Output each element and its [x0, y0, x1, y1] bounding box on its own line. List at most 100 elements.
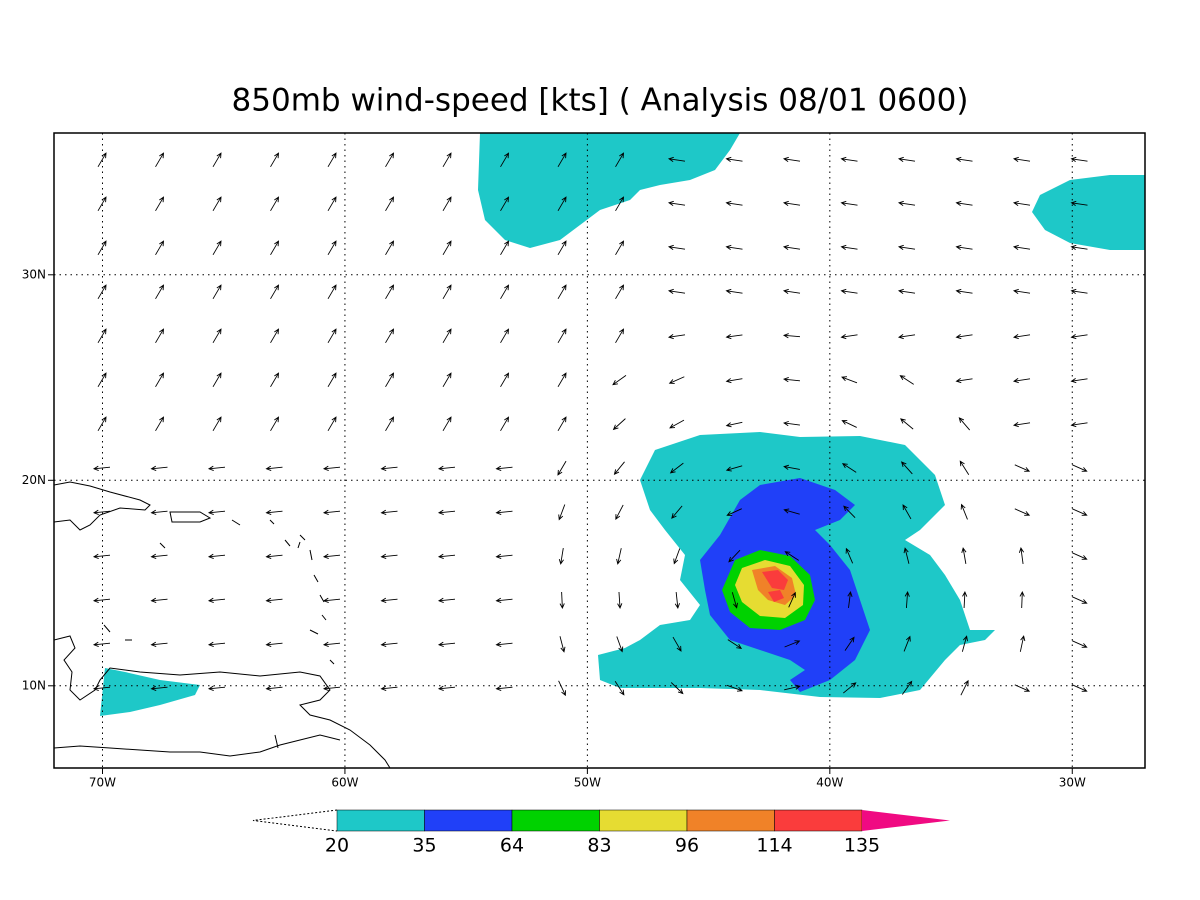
- wind-arrow: [442, 284, 452, 300]
- colorbar-under: [252, 809, 338, 832]
- wind-arrow: [897, 156, 916, 162]
- wind-arrow: [841, 463, 857, 473]
- wind-arrow: [380, 641, 398, 647]
- y-tick-label: 10N: [22, 678, 46, 692]
- wind-arrow: [155, 240, 165, 256]
- wind-arrow: [1072, 684, 1088, 692]
- wind-arrow: [557, 416, 567, 432]
- wind-arrow: [495, 509, 513, 515]
- wind-arrow: [265, 465, 283, 471]
- wind-arrow: [385, 240, 395, 256]
- wind-arrow: [612, 374, 627, 386]
- wind-arrow: [1070, 378, 1088, 384]
- wind-arrow: [962, 590, 968, 609]
- wind-arrow: [327, 416, 337, 432]
- map-title: 850mb wind-speed [kts] ( Analysis 08/01 …: [232, 83, 969, 119]
- wind-arrow: [92, 509, 111, 515]
- wind-arrow: [558, 548, 564, 565]
- wind-arrow: [726, 508, 742, 516]
- wind-arrow: [207, 597, 226, 603]
- wind-arrow: [840, 244, 858, 250]
- wind-arrow: [322, 597, 341, 603]
- wind-arrow: [1012, 334, 1031, 340]
- wind-arrow: [207, 553, 226, 559]
- x-tick-label: 50W: [574, 776, 601, 790]
- wind-arrow: [437, 509, 456, 515]
- wind-arrow: [212, 372, 222, 388]
- wind-arrow: [897, 334, 916, 340]
- wind-arrow: [212, 284, 222, 300]
- y-tick-label: 20N: [22, 473, 46, 487]
- wind-arrow: [442, 328, 452, 344]
- wind-arrow: [728, 549, 741, 563]
- wind-arrow: [557, 284, 567, 300]
- wind-arrow: [270, 196, 280, 212]
- wind-arrow: [613, 461, 625, 476]
- wind-arrow: [1070, 288, 1088, 294]
- colorbar-segment: [686, 809, 775, 832]
- wind-arrow: [1012, 200, 1031, 206]
- wind-arrow: [616, 636, 624, 653]
- wind-arrow: [270, 328, 280, 344]
- wind-arrow: [380, 465, 398, 471]
- wind-arrow: [903, 635, 911, 652]
- wind-arrow: [212, 240, 222, 256]
- wind-arrow: [840, 156, 858, 162]
- wind-arrow: [150, 509, 168, 515]
- wind-arrow: [844, 636, 855, 651]
- coastlines: [54, 481, 391, 768]
- wind-arrow: [495, 641, 513, 647]
- wind-arrow: [155, 328, 165, 344]
- wind-arrow: [212, 152, 222, 168]
- wind-arrow: [1018, 547, 1025, 564]
- wind-arrow: [615, 284, 625, 300]
- wind-arrow: [442, 152, 452, 168]
- wind-arrow: [500, 196, 510, 212]
- wind-arrow: [667, 200, 686, 206]
- wind-arrow: [725, 378, 743, 384]
- wind-arrow: [903, 547, 910, 564]
- wind-arrow: [265, 509, 283, 515]
- wind-arrow: [557, 196, 567, 212]
- wind-arrow: [669, 419, 685, 429]
- wind-arrow: [841, 420, 857, 428]
- wind-arrow: [672, 636, 682, 652]
- wind-arrow: [92, 641, 111, 647]
- colorbar-segment: [424, 809, 513, 832]
- wind-arrow: [788, 591, 796, 608]
- wind-arrow: [155, 196, 165, 212]
- wind-arrow: [1019, 635, 1026, 652]
- wind-arrow: [442, 240, 452, 256]
- wind-arrow: [960, 679, 969, 696]
- wind-arrow: [783, 508, 800, 515]
- wind-arrow: [322, 641, 341, 647]
- wind-arrow: [1070, 334, 1088, 340]
- wind-arrow: [437, 597, 456, 603]
- wind-arrow: [500, 416, 510, 432]
- wind-arrow: [726, 684, 743, 692]
- wind-arrow: [327, 240, 337, 256]
- wind-arrow: [958, 417, 971, 431]
- wind-arrow: [783, 377, 801, 383]
- grid: [54, 133, 1145, 768]
- wind-arrow: [155, 152, 165, 168]
- wind-arrow: [674, 591, 680, 609]
- wind-arrow: [960, 503, 968, 520]
- wind-arrow: [385, 196, 395, 212]
- wind-arrow: [270, 240, 280, 256]
- x-tick-label: 40W: [816, 776, 843, 790]
- wind-arrow: [495, 597, 513, 603]
- wind-arrow: [207, 509, 226, 515]
- wind-arrow: [1012, 422, 1031, 428]
- colorbar-label: 114: [756, 835, 792, 857]
- wind-arrow: [97, 284, 107, 300]
- wind-arrow: [559, 636, 566, 653]
- colorbar-label: 20: [325, 835, 349, 857]
- wind-arrow: [615, 196, 625, 212]
- wind-arrow: [500, 372, 510, 388]
- wind-arrow: [385, 328, 395, 344]
- wind-arrow: [92, 685, 111, 691]
- wind-arrow: [97, 240, 107, 256]
- coastline: [54, 481, 151, 531]
- wind-arrow: [207, 465, 226, 471]
